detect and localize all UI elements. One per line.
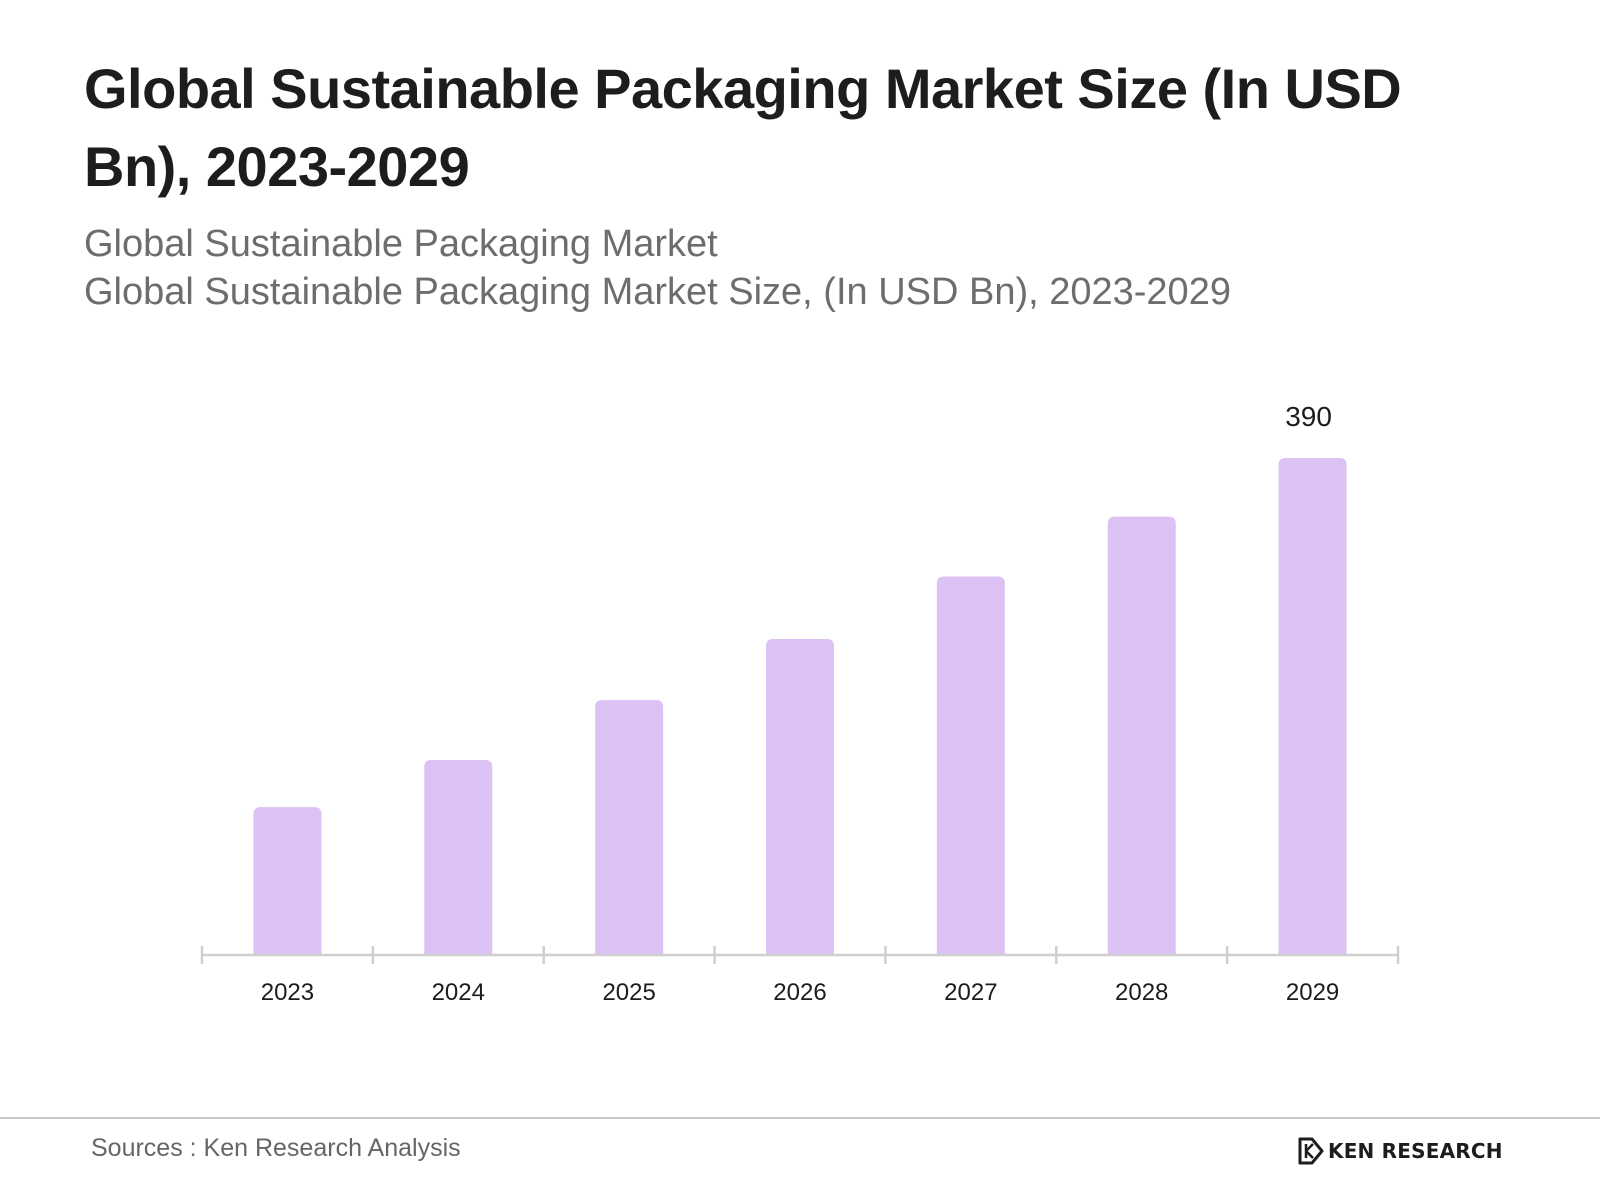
x-tick-label-2026: 2026 [773,979,826,1006]
source-note: Sources : Ken Research Analysis [91,1134,461,1162]
bar-chart: 2023 2024 2025 2026 2027 2028 2029 390 [200,401,1400,1006]
footer-divider [0,1117,1600,1119]
chart-title: Global Sustainable Packaging Market Size… [84,57,1402,198]
bar-2023 [253,807,322,955]
data-label-2029: 390 [1285,401,1332,432]
bar-2024 [424,760,493,955]
bar-2029 [1278,458,1347,955]
bar-2028 [1107,516,1176,955]
brand-name: KEN RESEARCH [1328,1139,1503,1163]
x-tick-label-2024: 2024 [432,979,485,1006]
bar-2025 [595,700,664,955]
bar-2026 [766,638,834,955]
subtitle-line-2: Global Sustainable Packaging Market Size… [84,271,1231,313]
x-tick-label-2027: 2027 [944,979,997,1006]
subtitle-line-1: Global Sustainable Packaging Market [84,223,718,265]
x-tick-label-2029: 2029 [1286,979,1339,1006]
x-tick-label-2025: 2025 [602,979,655,1006]
ken-research-logo-icon [1298,1137,1324,1165]
chart-subtitle: Global Sustainable Packaging Market Glob… [84,220,1484,316]
brand-logo: KEN RESEARCH [1298,1136,1503,1166]
x-tick-label-2028: 2028 [1115,979,1168,1006]
x-tick-label-2023: 2023 [261,979,314,1006]
bar-2027 [936,576,1005,955]
